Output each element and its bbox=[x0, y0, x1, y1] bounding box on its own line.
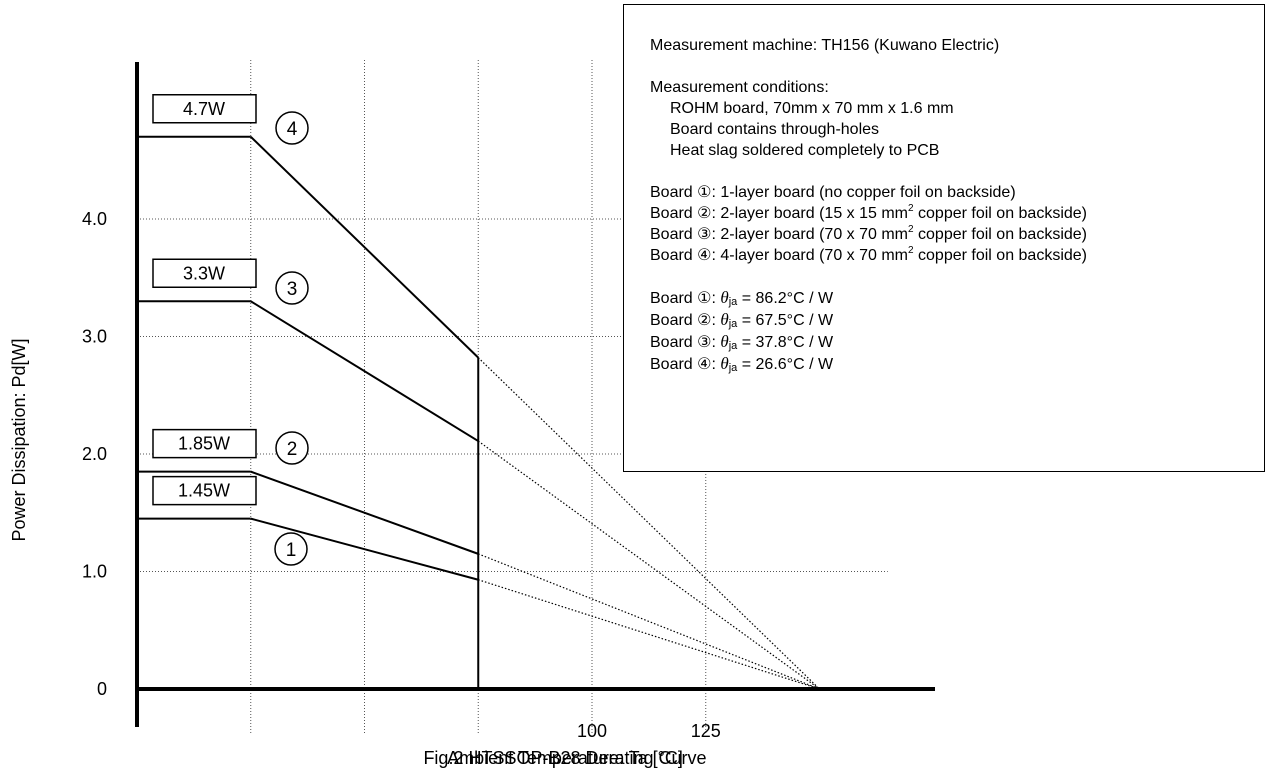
y-tick-label: 3.0 bbox=[82, 327, 107, 347]
board-line: Board ①: 1-layer board (no copper foil o… bbox=[650, 184, 1016, 201]
series-lines bbox=[137, 135, 820, 690]
derating-line-dotted bbox=[477, 440, 820, 690]
derating-line-solid bbox=[250, 517, 479, 581]
x-tick-label: 100 bbox=[577, 721, 607, 741]
machine-line: Measurement machine: TH156 (Kuwano Elect… bbox=[650, 37, 1000, 54]
wattage-label: 3.3W bbox=[183, 263, 225, 283]
y-tick-label: 4.0 bbox=[82, 209, 107, 229]
board-line: Board ④: 4-layer board (70 x 70 mm2 copp… bbox=[650, 245, 1088, 265]
theta-line: Board ①: θja = 86.2°C / W bbox=[650, 288, 834, 308]
x-tick-label: 125 bbox=[691, 721, 721, 741]
board-line: Board ③: 2-layer board (70 x 70 mm2 copp… bbox=[650, 224, 1088, 244]
wattage-label: 4.7W bbox=[183, 99, 225, 119]
wattage-label-box bbox=[152, 258, 257, 288]
condition-line: Heat slag soldered completely to PCB bbox=[670, 142, 940, 159]
theta-line: Board ③: θja = 37.8°C / W bbox=[650, 332, 834, 352]
board-marker-circle bbox=[274, 532, 308, 566]
series-labels: 1.45W 1 1.85W 2 3.3W 3 4.7W 4 bbox=[152, 94, 309, 566]
axes bbox=[135, 62, 935, 727]
board-line: Board ②: 2-layer board (15 x 15 mm2 copp… bbox=[650, 203, 1088, 223]
board-marker-number: 1 bbox=[286, 540, 297, 561]
measurement-conditions-box: Measurement machine: TH156 (Kuwano Elect… bbox=[623, 4, 1265, 472]
derating-line-solid bbox=[250, 470, 479, 555]
board-marker-circle bbox=[275, 431, 309, 465]
wattage-label-box bbox=[152, 428, 257, 459]
board-marker-circle bbox=[275, 111, 309, 145]
derating-line-solid bbox=[250, 136, 479, 359]
x-axis-label: Ambient Temperature: Ta [°C] bbox=[447, 748, 683, 768]
axis-text: Power Dissipation: Pd[W] Ambient Tempera… bbox=[9, 209, 721, 768]
y-tick-label: 1.0 bbox=[82, 562, 107, 582]
chart-title: Fig.2 HTSSOP-B28 Derating Curve bbox=[423, 748, 706, 768]
wattage-label-box bbox=[152, 94, 257, 124]
condition-line: ROHM board, 70mm x 70 mm x 1.6 mm bbox=[670, 100, 954, 117]
y-tick-label: 0 bbox=[97, 679, 107, 699]
board-marker-number: 3 bbox=[287, 279, 298, 300]
board-marker-number: 4 bbox=[287, 119, 298, 140]
wattage-label: 1.85W bbox=[178, 434, 230, 454]
theta-line: Board ②: θja = 67.5°C / W bbox=[650, 310, 834, 330]
board-marker-circle bbox=[275, 271, 309, 305]
wattage-label: 1.45W bbox=[178, 481, 230, 501]
grid-lines bbox=[137, 60, 888, 735]
derating-line-dotted bbox=[477, 357, 820, 690]
theta-line: Board ④: θja = 26.6°C / W bbox=[650, 354, 834, 374]
wattage-label-box bbox=[152, 475, 257, 506]
y-axis-label: Power Dissipation: Pd[W] bbox=[9, 338, 29, 541]
board-marker-number: 2 bbox=[287, 439, 298, 460]
derating-line-dotted bbox=[478, 553, 820, 690]
conditions-title: Measurement conditions: bbox=[650, 79, 829, 96]
derating-line-dotted bbox=[478, 579, 820, 690]
y-tick-label: 2.0 bbox=[82, 444, 107, 464]
condition-line: Board contains through-holes bbox=[670, 121, 880, 138]
derating-line-solid bbox=[250, 300, 479, 442]
